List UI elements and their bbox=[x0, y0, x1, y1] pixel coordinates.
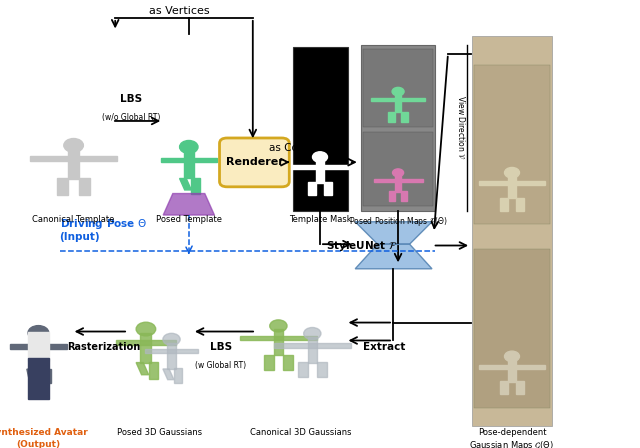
Bar bbox=[41, 369, 51, 383]
Text: Gaussian Maps $\mathcal{G}(\Theta)$: Gaussian Maps $\mathcal{G}(\Theta)$ bbox=[470, 439, 554, 448]
Polygon shape bbox=[27, 369, 40, 385]
Bar bbox=[58, 178, 68, 195]
Text: Canonical 3D Gaussians: Canonical 3D Gaussians bbox=[250, 428, 351, 437]
Text: Posed Position Maps $\mathcal{P}(\Theta)$: Posed Position Maps $\mathcal{P}(\Theta)… bbox=[349, 215, 447, 228]
Bar bbox=[191, 178, 200, 194]
Bar bbox=[166, 343, 177, 369]
Bar bbox=[395, 94, 401, 112]
Text: LBS: LBS bbox=[120, 94, 142, 104]
Text: Rasterization: Rasterization bbox=[67, 342, 140, 352]
Bar bbox=[274, 343, 351, 348]
Bar bbox=[184, 151, 194, 178]
Bar bbox=[287, 165, 353, 169]
Text: LBS: LBS bbox=[210, 342, 232, 352]
Bar bbox=[316, 160, 324, 183]
Bar bbox=[389, 191, 395, 201]
Text: Renderer: Renderer bbox=[225, 157, 284, 168]
Circle shape bbox=[163, 333, 180, 345]
Bar bbox=[500, 198, 508, 211]
Bar bbox=[401, 112, 408, 122]
FancyBboxPatch shape bbox=[293, 47, 348, 211]
Bar bbox=[116, 340, 176, 345]
Polygon shape bbox=[136, 362, 148, 375]
Polygon shape bbox=[180, 178, 191, 190]
FancyBboxPatch shape bbox=[363, 132, 433, 206]
Bar bbox=[174, 368, 182, 383]
Polygon shape bbox=[355, 244, 432, 269]
FancyBboxPatch shape bbox=[361, 45, 435, 211]
Circle shape bbox=[504, 168, 520, 178]
Bar bbox=[516, 198, 525, 211]
Text: as Colors: as Colors bbox=[269, 143, 317, 153]
Bar bbox=[28, 358, 49, 399]
Bar bbox=[79, 178, 90, 195]
Bar bbox=[500, 381, 508, 394]
Bar bbox=[395, 175, 401, 192]
FancyBboxPatch shape bbox=[472, 36, 552, 426]
Text: (w/o Global RT): (w/o Global RT) bbox=[102, 113, 161, 122]
Bar bbox=[516, 381, 525, 394]
Bar bbox=[307, 337, 317, 363]
Text: Pose-dependent: Pose-dependent bbox=[477, 428, 547, 437]
Bar bbox=[274, 329, 284, 356]
FancyBboxPatch shape bbox=[474, 65, 550, 224]
Bar bbox=[479, 181, 545, 185]
Text: (Input): (Input) bbox=[60, 232, 100, 242]
Bar bbox=[161, 158, 217, 162]
Text: View Direction $\mathcal{V}$: View Direction $\mathcal{V}$ bbox=[456, 95, 466, 160]
Bar bbox=[145, 349, 198, 353]
Bar bbox=[317, 362, 326, 377]
Circle shape bbox=[392, 87, 404, 96]
Circle shape bbox=[312, 152, 328, 162]
Bar bbox=[371, 98, 425, 101]
Text: StyleUNet $\mathcal{F}$: StyleUNet $\mathcal{F}$ bbox=[326, 238, 398, 253]
Bar bbox=[508, 176, 516, 198]
Polygon shape bbox=[355, 222, 432, 244]
Bar bbox=[30, 156, 117, 161]
Bar bbox=[401, 191, 407, 201]
Bar bbox=[307, 182, 316, 195]
Bar bbox=[141, 333, 151, 362]
Bar bbox=[264, 355, 274, 370]
FancyBboxPatch shape bbox=[363, 49, 433, 127]
Text: Canonical Template: Canonical Template bbox=[33, 215, 115, 224]
Bar bbox=[298, 362, 307, 377]
Bar bbox=[10, 344, 67, 349]
FancyBboxPatch shape bbox=[474, 249, 550, 408]
Bar bbox=[28, 332, 49, 361]
FancyBboxPatch shape bbox=[220, 138, 289, 187]
Bar bbox=[68, 149, 79, 179]
Bar bbox=[374, 179, 422, 182]
Text: Driving Pose $\Theta$: Driving Pose $\Theta$ bbox=[60, 217, 147, 231]
Bar bbox=[479, 365, 545, 369]
Text: Extract: Extract bbox=[363, 342, 405, 352]
Circle shape bbox=[304, 327, 321, 340]
Bar bbox=[283, 355, 293, 370]
Bar bbox=[324, 182, 333, 195]
Bar bbox=[240, 336, 317, 340]
Text: as Vertices: as Vertices bbox=[149, 6, 209, 16]
Bar bbox=[31, 337, 45, 369]
Circle shape bbox=[28, 326, 49, 340]
Circle shape bbox=[270, 320, 287, 332]
Text: (Output): (Output) bbox=[17, 440, 60, 448]
Circle shape bbox=[180, 141, 198, 153]
Text: Posed 3D Gaussians: Posed 3D Gaussians bbox=[117, 428, 203, 437]
Polygon shape bbox=[163, 369, 174, 380]
Bar bbox=[148, 362, 158, 379]
Circle shape bbox=[136, 322, 156, 336]
Circle shape bbox=[64, 138, 83, 152]
Circle shape bbox=[392, 169, 404, 177]
Text: (w Global RT): (w Global RT) bbox=[195, 361, 246, 370]
Bar bbox=[508, 359, 516, 382]
Text: Posed Template: Posed Template bbox=[156, 215, 222, 224]
Text: Template Mask: Template Mask bbox=[289, 215, 351, 224]
Circle shape bbox=[504, 351, 520, 362]
Bar bbox=[388, 112, 395, 122]
Text: Synthesized Avatar: Synthesized Avatar bbox=[0, 428, 88, 437]
Polygon shape bbox=[163, 194, 214, 215]
